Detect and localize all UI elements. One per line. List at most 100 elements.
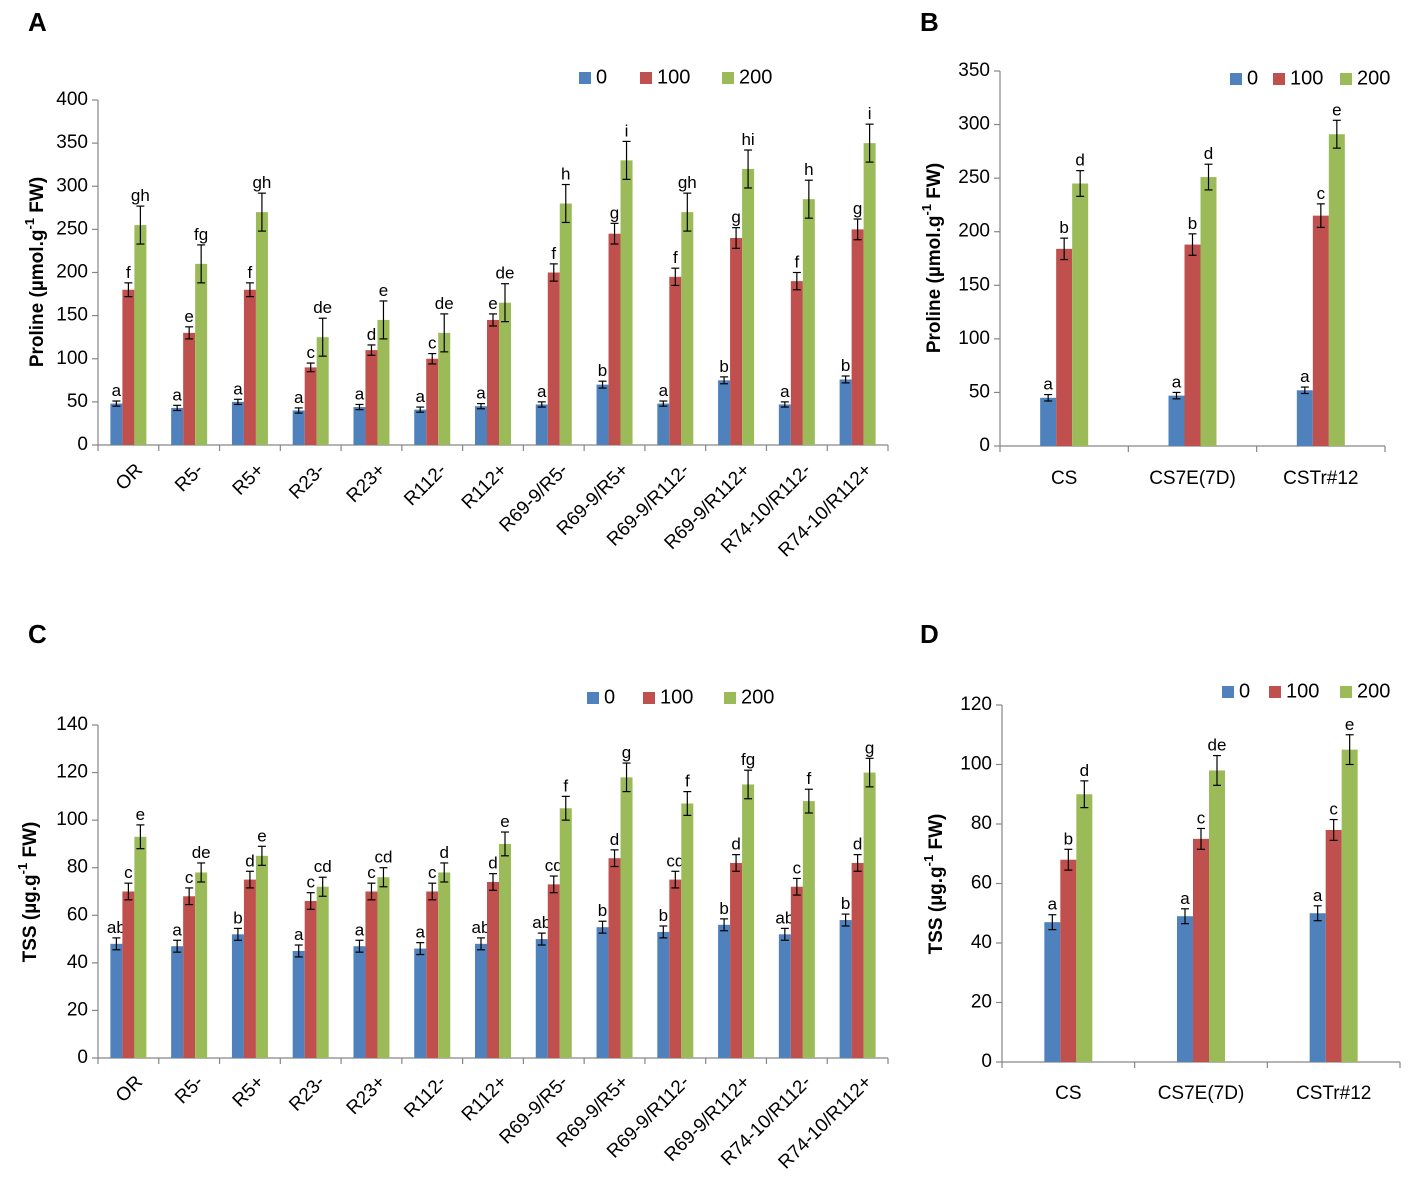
significance-letter: a bbox=[1313, 886, 1323, 905]
bar-series-0 bbox=[778, 934, 791, 1058]
significance-letter: f bbox=[794, 253, 799, 272]
significance-letter: f bbox=[551, 244, 556, 263]
y-tick-label: 80 bbox=[971, 813, 992, 834]
y-axis-label: TSS (µg.g-1 FW) bbox=[15, 822, 41, 963]
significance-letter: e bbox=[1345, 715, 1354, 734]
x-tick-label: R23+ bbox=[343, 1072, 390, 1119]
bar-series-0 bbox=[353, 946, 366, 1058]
significance-letter: h bbox=[561, 165, 570, 184]
bar-series-200 bbox=[681, 803, 694, 1058]
y-label-tail: FW) bbox=[20, 822, 41, 863]
y-label-main: Proline (µmol.g bbox=[924, 216, 945, 354]
legend-label: 0 bbox=[604, 686, 615, 708]
x-tick-label: CS bbox=[1051, 468, 1077, 489]
y-label-main: Proline (µmol.g bbox=[27, 230, 48, 368]
x-tick-label: R5- bbox=[171, 1072, 208, 1109]
significance-letter: b bbox=[719, 357, 728, 376]
legend-swatch-200 bbox=[724, 692, 736, 704]
significance-letter: f bbox=[806, 769, 811, 788]
significance-letter: b bbox=[719, 899, 728, 918]
significance-letter: c bbox=[1197, 808, 1206, 827]
significance-letter: a bbox=[355, 384, 365, 403]
bar-series-0 bbox=[596, 927, 609, 1058]
bar-series-0 bbox=[110, 943, 123, 1058]
bar-series-0 bbox=[353, 407, 366, 445]
bar-series-0 bbox=[110, 403, 123, 445]
bar-series-0 bbox=[778, 404, 791, 445]
bar-series-100 bbox=[730, 862, 743, 1058]
significance-letter: b bbox=[1188, 214, 1197, 233]
y-label-superscript: -1 bbox=[921, 855, 936, 867]
x-tick-label: R112+ bbox=[458, 460, 512, 514]
bar-series-0 bbox=[475, 406, 487, 445]
y-label-tail: FW) bbox=[27, 177, 48, 218]
bar-series-200 bbox=[620, 160, 633, 445]
significance-letter: cd bbox=[666, 851, 684, 870]
bar-series-0 bbox=[231, 934, 244, 1058]
bar-series-100 bbox=[487, 319, 499, 445]
legend-label: 0 bbox=[1239, 680, 1250, 702]
bar-series-100 bbox=[669, 879, 682, 1058]
x-tick-label: CS bbox=[1055, 1083, 1081, 1104]
significance-letter: h bbox=[804, 160, 813, 179]
significance-letter: cd bbox=[545, 856, 563, 875]
significance-letter: c bbox=[185, 868, 194, 887]
significance-letter: i bbox=[625, 121, 629, 140]
bar-series-0 bbox=[535, 939, 548, 1058]
significance-letter: g bbox=[853, 199, 862, 218]
y-tick-label: 20 bbox=[67, 999, 88, 1020]
panel-A: A 0 50 100 150 200 250 300 350 400 Proline (µmol.g… bbox=[22, 7, 889, 561]
legend-swatch-200 bbox=[722, 72, 734, 84]
significance-letter: de bbox=[313, 298, 332, 317]
bar-series-200 bbox=[134, 225, 147, 445]
y-tick-label: 0 bbox=[981, 1051, 992, 1072]
legend-swatch-200 bbox=[1340, 73, 1352, 85]
significance-letter: de bbox=[1208, 736, 1227, 755]
bar-series-200 bbox=[255, 855, 268, 1058]
bar-series-200 bbox=[1072, 183, 1089, 446]
significance-letter: c bbox=[793, 858, 802, 877]
bar-series-200 bbox=[742, 169, 755, 445]
bar-series-0 bbox=[839, 920, 852, 1058]
bar-series-200 bbox=[1200, 177, 1217, 447]
bar-series-0 bbox=[657, 931, 670, 1058]
x-tick-label: R112- bbox=[400, 1072, 450, 1122]
legend-label: 100 bbox=[1290, 67, 1323, 89]
bar-series-0 bbox=[596, 384, 609, 445]
significance-letter: c bbox=[367, 863, 376, 882]
bar-series-200 bbox=[316, 337, 329, 445]
significance-letter: a bbox=[294, 388, 304, 407]
bar-series-100 bbox=[426, 891, 439, 1058]
significance-letter: a bbox=[476, 384, 486, 403]
bar-series-100 bbox=[547, 884, 560, 1058]
y-tick-label: 20 bbox=[971, 992, 992, 1013]
significance-letter: a bbox=[1048, 895, 1058, 914]
y-tick-label: 250 bbox=[56, 218, 88, 239]
bar-series-100 bbox=[243, 289, 256, 445]
significance-letter: a bbox=[415, 923, 425, 942]
significance-letter: g bbox=[865, 738, 874, 757]
bar-series-200 bbox=[195, 263, 208, 445]
legend-swatch-100 bbox=[1269, 686, 1281, 698]
significance-letter: a bbox=[112, 381, 122, 400]
y-label-main: TSS (µg.g bbox=[926, 866, 947, 954]
bar-series-100 bbox=[304, 901, 317, 1058]
y-tick-label: 200 bbox=[56, 262, 88, 283]
panel-letter: A bbox=[28, 7, 47, 37]
legend-label: 0 bbox=[1247, 67, 1258, 89]
bar-series-200 bbox=[681, 212, 694, 445]
significance-letter: d bbox=[439, 843, 448, 862]
legend-swatch-0 bbox=[1222, 686, 1234, 698]
significance-letter: d bbox=[367, 325, 376, 344]
legend-label: 100 bbox=[660, 686, 693, 708]
bar-series-100 bbox=[426, 358, 439, 445]
significance-letter: c bbox=[1317, 184, 1326, 203]
bar-series-200 bbox=[134, 836, 147, 1058]
panel-D: D 0 20 40 60 80 100 120 TSS (µg.g-1 FW) a b d CS a c de… bbox=[920, 619, 1401, 1104]
y-tick-label: 40 bbox=[67, 952, 88, 973]
y-tick-label: 120 bbox=[56, 762, 88, 783]
significance-letter: a bbox=[172, 385, 182, 404]
significance-letter: a bbox=[659, 381, 669, 400]
bar-series-100 bbox=[608, 858, 621, 1058]
